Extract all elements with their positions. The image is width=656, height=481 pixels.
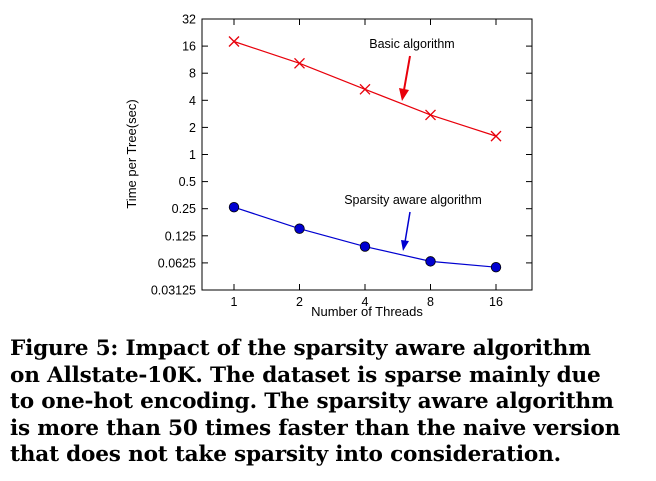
caption-line: Figure 5: Impact of the sparsity aware a… bbox=[10, 336, 591, 361]
line-chart: 0.03125 0.0625 0.125 0.25 0.5 1 2 4 8 16 32 1 2 4 8 16… bbox=[124, 13, 533, 319]
annotation-basic-arrow bbox=[403, 55, 411, 91]
data-point-sparsity bbox=[294, 223, 305, 234]
annotation-basic-arrowhead bbox=[399, 88, 409, 101]
caption-line: on Allstate-10K. The dataset is sparse m… bbox=[10, 362, 601, 388]
x-tick-label: 8 bbox=[427, 295, 434, 309]
y-tick-label: 4 bbox=[189, 94, 196, 108]
y-tick-label: 0.0625 bbox=[158, 256, 196, 270]
y-tick-label: 0.25 bbox=[172, 202, 196, 216]
y-tick-label: 2 bbox=[189, 121, 196, 135]
x-tick-label: 2 bbox=[296, 295, 303, 309]
annotation-basic: Basic algorithm bbox=[369, 37, 454, 51]
data-point-basic bbox=[359, 83, 371, 95]
data-point-sparsity bbox=[425, 256, 436, 267]
annotation-sparsity: Sparsity aware algorithm bbox=[344, 193, 482, 207]
data-point-sparsity bbox=[490, 261, 502, 273]
data-point-basic bbox=[294, 57, 305, 69]
caption-line: to one-hot encoding. The sparsity aware … bbox=[10, 389, 614, 414]
data-point-sparsity bbox=[228, 201, 240, 213]
x-tick-label: 16 bbox=[489, 295, 503, 309]
y-tick-label: 8 bbox=[189, 67, 196, 81]
y-tick-label: 0.03125 bbox=[151, 284, 196, 298]
y-tick-label: 16 bbox=[182, 40, 196, 54]
y-axis-ticks: 0.03125 0.0625 0.125 0.25 0.5 1 2 4 8 16 32 bbox=[151, 13, 532, 298]
figure-caption: Figure 5: Impact of the sparsity aware a… bbox=[10, 336, 650, 469]
data-point-basic bbox=[228, 36, 240, 47]
y-tick-label: 32 bbox=[182, 13, 196, 27]
caption-line: that does not take sparsity into conside… bbox=[10, 442, 561, 467]
annotation-sparsity-arrowhead bbox=[401, 240, 409, 251]
x-tick-label: 4 bbox=[362, 295, 369, 309]
series-group bbox=[228, 36, 502, 273]
x-tick-label: 1 bbox=[231, 295, 238, 309]
data-point-sparsity bbox=[359, 241, 371, 252]
data-point-basic bbox=[425, 109, 436, 121]
y-tick-label: 0.5 bbox=[179, 175, 196, 189]
data-point-basic bbox=[490, 130, 502, 142]
x-axis-ticks: 1 2 4 8 16 bbox=[231, 19, 503, 309]
annotation-sparsity-arrow bbox=[404, 211, 411, 243]
y-tick-label: 0.125 bbox=[165, 229, 196, 243]
series-line-sparsity bbox=[233, 206, 497, 268]
caption-line: is more than 50 times faster than the na… bbox=[10, 415, 621, 441]
y-axis-label: Time per Tree(sec) bbox=[124, 99, 139, 208]
x-axis-label: Number of Threads bbox=[311, 304, 423, 319]
y-tick-label: 1 bbox=[189, 148, 196, 162]
